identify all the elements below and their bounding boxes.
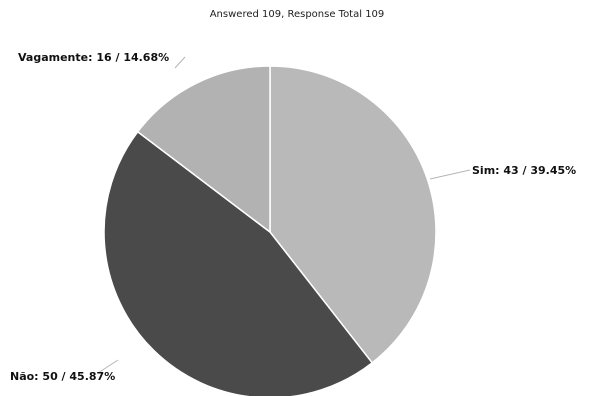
chart-title: Answered 109, Response Total 109 xyxy=(209,9,385,20)
slice-label: Vagamente: 16 / 14.68% xyxy=(18,51,169,64)
leader-line xyxy=(174,56,186,69)
pie-slice-sim xyxy=(269,65,437,364)
slice-labels: Sim: 43 / 39.45% Não: 50 / 45.87% Vagament… xyxy=(10,51,576,383)
leader-lines xyxy=(97,56,471,374)
pie-slice-vagamente xyxy=(136,65,271,234)
pie-slice-n-o xyxy=(103,130,374,396)
leader-line xyxy=(429,169,471,180)
pie-slices xyxy=(103,65,437,396)
leader-line xyxy=(97,359,119,374)
slice-label: Sim: 43 / 39.45% xyxy=(472,164,576,177)
slice-label: Não: 50 / 45.87% xyxy=(10,370,115,383)
